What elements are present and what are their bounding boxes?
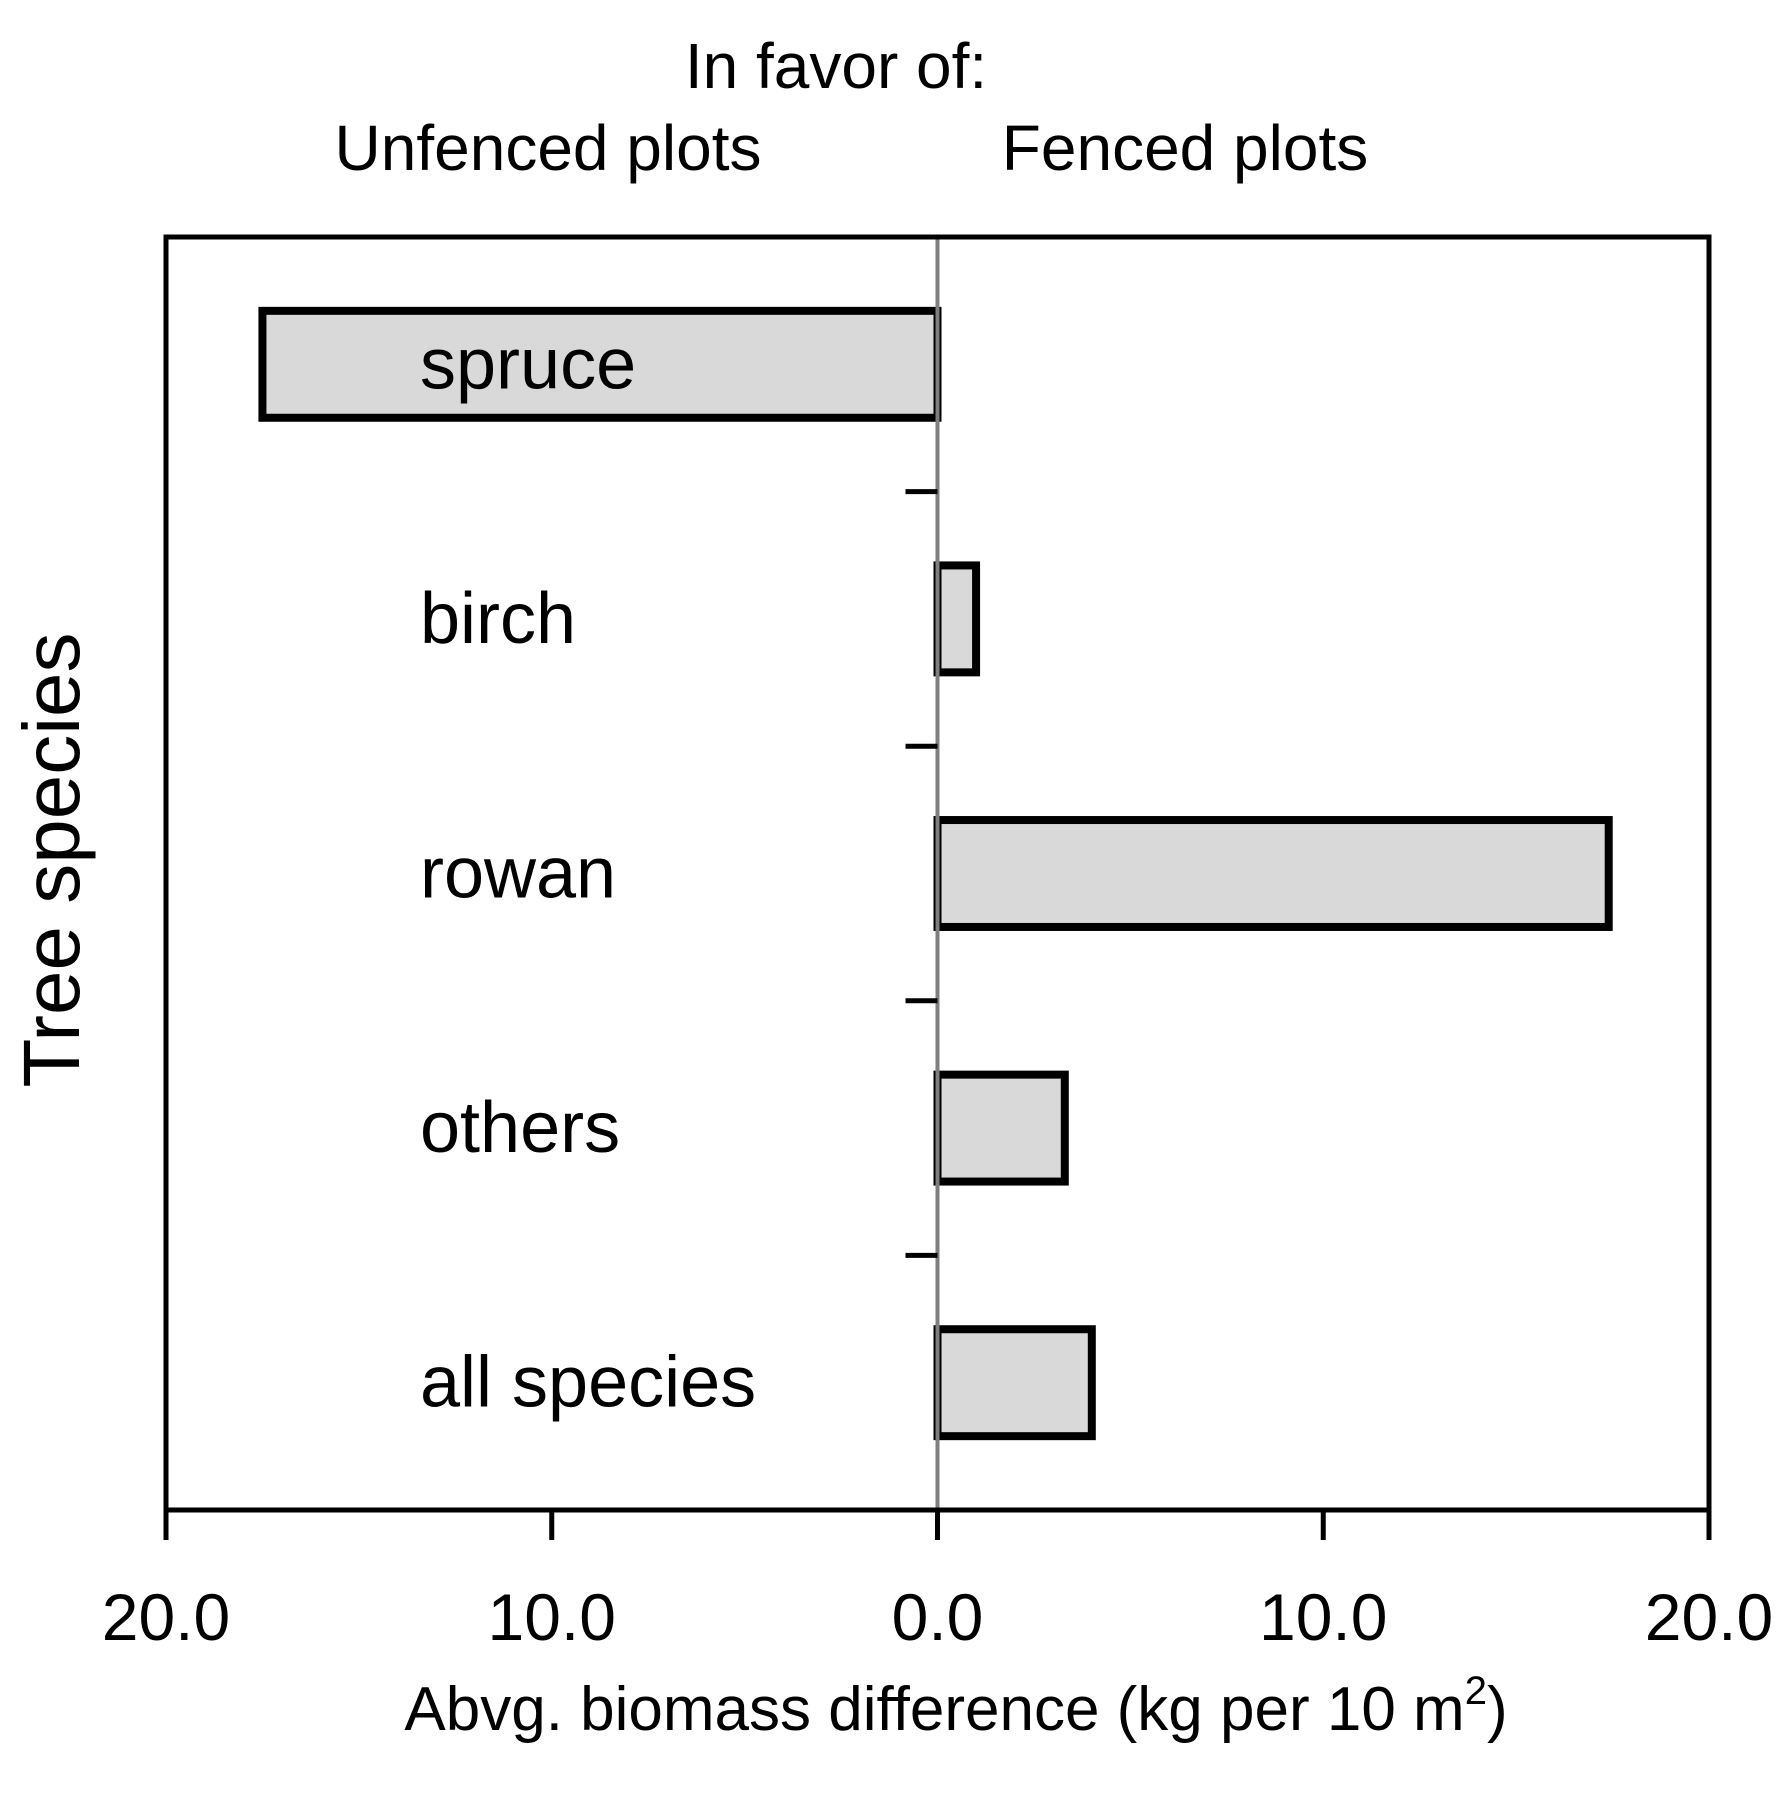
category-label-others: others [420, 1088, 620, 1168]
x-axis-tick-labels: 20.0 10.0 0.0 10.0 20.0 [102, 1580, 1773, 1654]
category-label-rowan: rowan [420, 834, 616, 914]
bar-others [933, 1070, 1069, 1186]
header-unfenced-plots: Unfenced plots [335, 112, 762, 184]
bar-spruce [258, 306, 942, 422]
bar-rowan [933, 816, 1613, 931]
bar-all-species [933, 1325, 1096, 1441]
header-fenced-plots: Fenced plots [1002, 112, 1368, 184]
x-tick-label: 10.0 [488, 1580, 616, 1654]
category-label-all-species: all species [420, 1343, 756, 1423]
x-axis-label-main: Abvg. biomass difference (kg per 10 m [404, 1675, 1464, 1744]
category-ticks [905, 489, 938, 1258]
y-axis-label: Tree species [7, 633, 96, 1088]
x-axis-label: Abvg. biomass difference (kg per 10 m2) [404, 1669, 1507, 1744]
x-tick-label: 20.0 [1645, 1580, 1773, 1654]
bars-group [258, 306, 1613, 1441]
x-tick-label: 20.0 [102, 1580, 230, 1654]
x-axis-label-close: ) [1487, 1675, 1508, 1744]
header-in-favor-of: In favor of: [685, 30, 987, 102]
x-axis-ticks [163, 1510, 1712, 1540]
category-label-birch: birch [420, 579, 576, 659]
category-label-spruce: spruce [420, 324, 636, 404]
x-tick-label: 0.0 [892, 1580, 984, 1654]
bar-birch [933, 561, 981, 677]
x-axis-label-superscript: 2 [1465, 1669, 1487, 1713]
x-tick-label: 10.0 [1259, 1580, 1387, 1654]
category-labels: spruce birch rowan others all species [420, 324, 756, 1422]
